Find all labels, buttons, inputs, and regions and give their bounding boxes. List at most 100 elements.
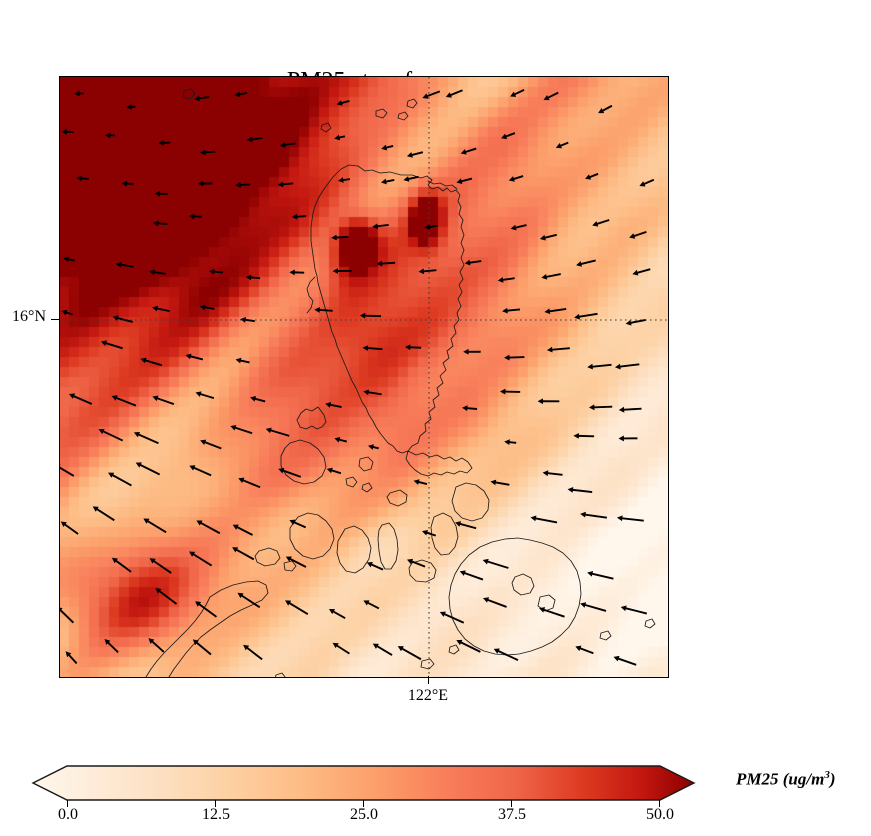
coastline-path bbox=[405, 450, 473, 477]
wind-arrow bbox=[587, 571, 614, 580]
coastline-path bbox=[451, 482, 490, 522]
wind-arrow bbox=[614, 363, 640, 370]
wind-arrow bbox=[237, 592, 261, 609]
wind-arrow bbox=[539, 607, 565, 618]
wind-arrow bbox=[363, 600, 380, 610]
wind-arrow bbox=[482, 597, 507, 608]
wind-arrow bbox=[149, 558, 172, 574]
wind-arrow bbox=[192, 639, 212, 656]
wind-arrow bbox=[504, 354, 525, 361]
coastline-overlay bbox=[145, 88, 656, 677]
wind-arrow bbox=[372, 643, 393, 656]
wind-arrow bbox=[209, 268, 224, 275]
wind-arrow bbox=[235, 357, 250, 364]
wind-arrow bbox=[639, 178, 655, 187]
wind-arrow bbox=[65, 651, 78, 665]
wind-arrow bbox=[332, 268, 352, 274]
wind-arrow bbox=[111, 395, 137, 407]
wind-arrow bbox=[510, 224, 527, 231]
wind-arrow bbox=[291, 213, 307, 220]
map-axes[interactable] bbox=[59, 76, 669, 678]
coastline-path bbox=[430, 512, 459, 556]
wind-arrow bbox=[332, 642, 350, 655]
coastline-path bbox=[280, 439, 327, 485]
wind-arrow bbox=[404, 344, 422, 351]
wind-arrow bbox=[334, 436, 348, 443]
wind-arrow bbox=[530, 515, 558, 524]
coastline-path bbox=[427, 180, 458, 190]
wind-arrow bbox=[555, 141, 569, 149]
wind-arrow bbox=[567, 486, 593, 493]
wind-arrow bbox=[464, 259, 482, 266]
wind-arrow bbox=[104, 132, 115, 139]
coastline-path bbox=[358, 456, 374, 472]
coastline-path bbox=[644, 618, 656, 629]
wind-arrow bbox=[60, 521, 79, 535]
wind-arrow bbox=[573, 432, 595, 439]
wind-arrow bbox=[598, 104, 613, 114]
coastline-path bbox=[408, 559, 437, 583]
wind-arrow bbox=[234, 91, 248, 98]
wind-arrow bbox=[366, 562, 384, 571]
wind-arrow bbox=[285, 556, 307, 568]
wind-arrow bbox=[126, 104, 136, 110]
wind-arrow bbox=[580, 511, 608, 519]
colorbar-ticklabel-0: 0.0 bbox=[58, 806, 78, 823]
coastline-path bbox=[375, 108, 388, 119]
wind-arrow bbox=[421, 530, 437, 537]
coastline-path bbox=[537, 594, 556, 612]
coastline-path bbox=[275, 672, 286, 677]
wind-arrow bbox=[413, 479, 428, 485]
wind-arrow bbox=[499, 388, 521, 395]
wind-arrow bbox=[337, 177, 351, 183]
wind-arrow bbox=[490, 479, 510, 486]
wind-arrow bbox=[148, 638, 165, 653]
coastline-path bbox=[448, 644, 460, 655]
wind-arrow bbox=[199, 304, 215, 311]
coastline-path bbox=[296, 406, 327, 430]
wind-arrow bbox=[189, 465, 212, 477]
wind-arrow bbox=[189, 551, 213, 567]
wind-arrow bbox=[618, 406, 642, 413]
wind-arrow bbox=[265, 427, 290, 437]
wind-arrow bbox=[575, 645, 594, 655]
wind-arrow bbox=[482, 558, 509, 569]
wind-arrow bbox=[397, 646, 422, 661]
wind-arrow bbox=[359, 312, 382, 319]
wind-arrow bbox=[143, 518, 167, 534]
coastline-path bbox=[386, 489, 408, 507]
pm25-heatmap-field bbox=[60, 77, 668, 677]
colorbar-gradient-bar[interactable] bbox=[31, 765, 696, 801]
wind-arrow bbox=[240, 316, 255, 323]
wind-arrow bbox=[121, 180, 134, 187]
wind-arrow bbox=[152, 395, 175, 406]
wind-arrow bbox=[460, 147, 477, 155]
wind-arrow bbox=[61, 128, 74, 135]
colorbar[interactable] bbox=[28, 760, 700, 806]
wind-arrow bbox=[155, 588, 178, 605]
wind-arrow bbox=[200, 439, 222, 450]
coastline-path bbox=[420, 658, 435, 670]
wind-arrow bbox=[376, 260, 396, 267]
coastline-path bbox=[599, 630, 612, 641]
wind-arrow bbox=[108, 472, 132, 487]
wind-arrow bbox=[243, 644, 263, 661]
wind-arrow bbox=[439, 611, 465, 624]
wind-arrow bbox=[445, 89, 463, 98]
gridline-overlay bbox=[60, 77, 668, 677]
wind-arrow bbox=[542, 470, 563, 477]
lat-tick-mark bbox=[51, 318, 59, 320]
wind-arrow bbox=[403, 175, 419, 182]
wind-arrow bbox=[135, 462, 161, 476]
wind-arrow bbox=[279, 142, 296, 148]
wind-arrow bbox=[629, 230, 647, 239]
wind-arrow bbox=[238, 477, 261, 489]
lon-tick-label: 122°E bbox=[407, 687, 449, 704]
wind-arrow bbox=[616, 515, 644, 522]
wind-arrow bbox=[100, 340, 123, 350]
wind-arrow bbox=[195, 391, 215, 400]
wind-arrow bbox=[60, 607, 75, 624]
coastline-path bbox=[345, 476, 358, 488]
wind-arrow bbox=[625, 318, 646, 326]
lat-tick-label: 16°N bbox=[12, 308, 46, 325]
